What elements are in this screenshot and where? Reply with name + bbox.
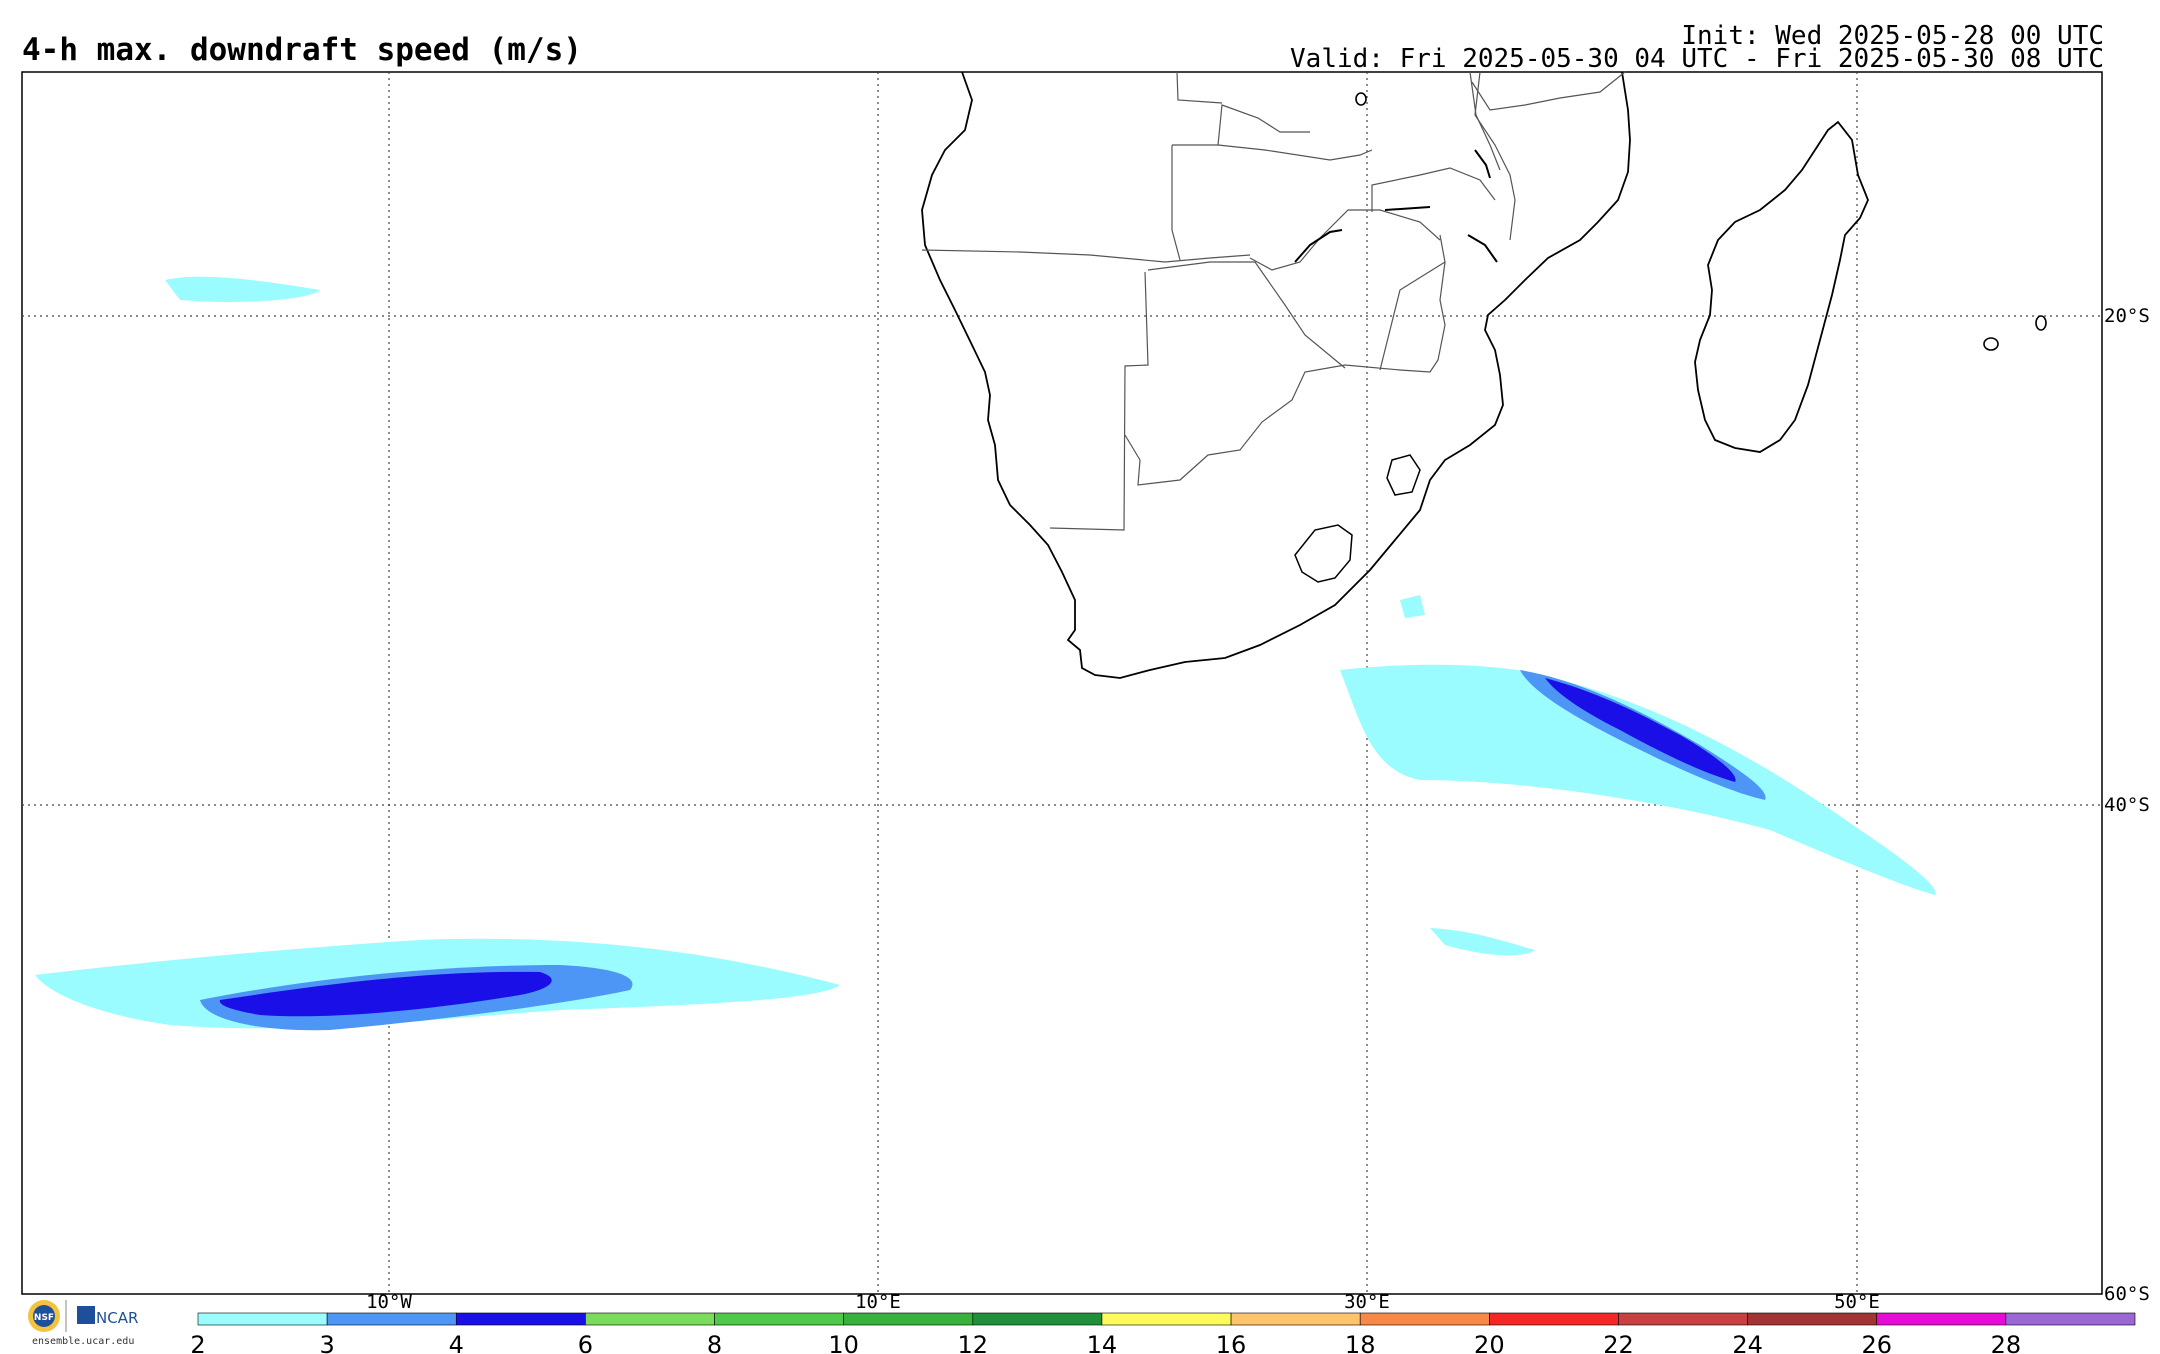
ncar-text: NCAR [96, 1309, 138, 1327]
lat-label-20s: 20°S [2104, 305, 2150, 327]
colorbar-tick-label: 8 [707, 1331, 722, 1354]
field-region-strong [219, 971, 552, 1017]
field-region-light [1430, 928, 1535, 956]
downdraft-field [35, 276, 1936, 1031]
colorbar-tick-label: 10 [828, 1331, 859, 1354]
colorbar-tick-label: 28 [1991, 1331, 2022, 1354]
field-region-light [165, 276, 320, 302]
colorbar-tick-label: 12 [958, 1331, 989, 1354]
lake-outline [1355, 92, 1367, 106]
colorbar-tick-label: 20 [1474, 1331, 1505, 1354]
graticule [22, 72, 2102, 1294]
colorbar-tick-label: 16 [1216, 1331, 1247, 1354]
lon-label-50e: 50°E [1834, 1291, 1880, 1313]
valid-time: Valid: Fri 2025-05-30 04 UTC - Fri 2025-… [1290, 44, 2104, 74]
lon-label-10e: 10°E [855, 1291, 901, 1313]
colorbar-swatch [843, 1312, 974, 1326]
colorbar-tick-label: 2 [190, 1331, 205, 1354]
lakes-rivers [1294, 149, 1498, 263]
colorbar-swatch [197, 1312, 328, 1326]
madagascar-outline [1694, 120, 1869, 453]
colorbar-swatch [326, 1312, 457, 1326]
colorbar-swatch [1359, 1312, 1490, 1326]
colorbar: 2 3 4 6 8 10 12 14 16 18 20 22 24 26 28 [190, 1312, 2136, 1354]
map-title: 4-h max. downdraft speed (m/s) [22, 32, 582, 68]
colorbar-swatch [1230, 1312, 1361, 1326]
mauritius-outline [1983, 337, 1999, 351]
colorbar-swatch [972, 1312, 1103, 1326]
lon-label-10w: 10°W [366, 1291, 412, 1313]
field-region-strong [1545, 678, 1736, 782]
ncar-logo: NSF NCAR ensemble.ucar.edu [22, 1298, 162, 1352]
africa-coastline [921, 71, 1631, 679]
lat-label-40s: 40°S [2104, 794, 2150, 816]
colorbar-tick-label: 6 [578, 1331, 593, 1354]
colorbar-swatch [585, 1312, 715, 1326]
colorbar-swatch [1876, 1312, 2007, 1326]
colorbar-tick-label: 4 [449, 1331, 464, 1354]
colorbar-tick-label: 18 [1345, 1331, 1376, 1354]
lat-label-60s: 60°S [2104, 1283, 2150, 1305]
colorbar-tick-label: 3 [319, 1331, 334, 1354]
eswatini-outline [1386, 454, 1421, 496]
ncar-mark-icon [77, 1306, 95, 1324]
lesotho-outline [1294, 524, 1353, 583]
lon-label-30e: 30°E [1344, 1291, 1390, 1313]
nsf-text: NSF [34, 1313, 54, 1323]
field-region-light [1340, 664, 1936, 895]
colorbar-tick-label: 14 [1087, 1331, 1118, 1354]
colorbar-swatch [1618, 1312, 1748, 1326]
colorbar-swatch [2005, 1312, 2136, 1326]
colorbar-swatch [714, 1312, 844, 1326]
colorbar-swatch [1101, 1312, 1232, 1326]
colorbar-swatch [1489, 1312, 1619, 1326]
colorbar-swatch [455, 1312, 586, 1326]
colorbar-swatch [1747, 1312, 1878, 1326]
ensemble-url: ensemble.ucar.edu [32, 1336, 134, 1347]
field-region-light [1400, 595, 1425, 618]
map-frame [21, 71, 2103, 1295]
colorbar-tick-label: 26 [1861, 1331, 1892, 1354]
colorbar-tick-label: 22 [1603, 1331, 1634, 1354]
init-time: Init: Wed 2025-05-28 00 UTC [1681, 21, 2104, 51]
colorbar-tick-label: 24 [1732, 1331, 1763, 1354]
country-borders [921, 71, 1626, 531]
reunion-outline [2035, 315, 2047, 331]
